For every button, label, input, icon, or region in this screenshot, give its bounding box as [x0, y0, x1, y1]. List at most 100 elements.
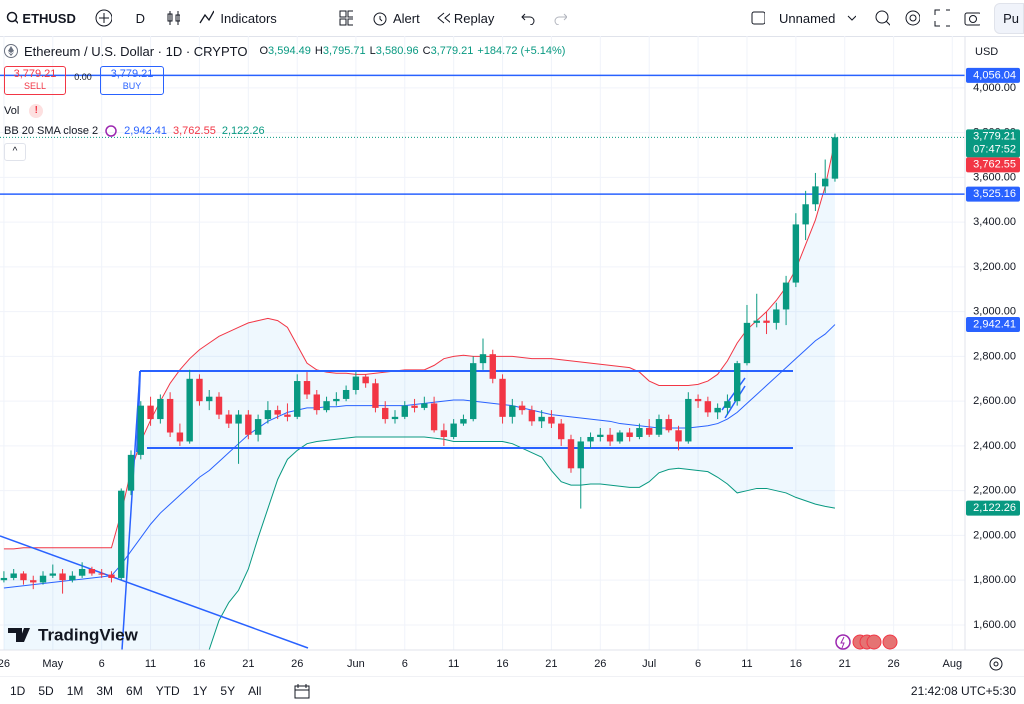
candle-body — [0, 577, 8, 581]
collapse-legend[interactable]: ^ — [4, 143, 26, 161]
y-tick-label: 1,800.00 — [973, 574, 1016, 586]
candle-body — [411, 405, 418, 408]
range-button[interactable]: 6M — [126, 684, 143, 698]
change: +184.72 (+5.14%) — [477, 45, 566, 57]
y-tick-label: 3,600.00 — [973, 171, 1016, 183]
candle-body — [509, 405, 516, 417]
candle-body — [773, 309, 780, 323]
templates[interactable] — [339, 10, 353, 26]
candle-body — [782, 282, 790, 310]
band-lower — [208, 436, 836, 650]
bb-icon — [105, 125, 117, 137]
x-tick-label: May — [42, 658, 63, 670]
buy-button[interactable]: 3,779.21 BUY — [100, 66, 164, 95]
candle-body — [342, 389, 350, 399]
candle-body — [645, 428, 653, 435]
candle-body — [215, 396, 223, 415]
candle-body — [763, 320, 770, 323]
bb-lower: 2,122.26 — [221, 125, 265, 137]
range-button[interactable]: 3M — [96, 684, 114, 698]
band-fill — [3, 141, 835, 650]
range-button[interactable]: 5Y — [220, 684, 236, 698]
candle-body — [284, 414, 291, 417]
price-tag — [966, 186, 1020, 202]
layout-name[interactable]: Unnamed — [778, 10, 836, 26]
candle-body — [108, 574, 115, 578]
bollinger-bands — [3, 140, 836, 650]
candle-body — [597, 434, 604, 437]
candle-body — [665, 419, 672, 431]
candle-body — [118, 490, 125, 578]
axis-settings[interactable] — [989, 657, 1003, 671]
candle-body — [235, 414, 242, 424]
event-icons[interactable] — [835, 634, 898, 650]
candle-body — [694, 398, 702, 402]
candle-body — [518, 405, 526, 411]
range-button[interactable]: 1D — [10, 684, 26, 698]
candle-body — [206, 396, 213, 402]
x-tick-label: Jun — [347, 658, 365, 670]
y-tick-label: 2,400.00 — [973, 440, 1016, 452]
price-tag — [966, 317, 1020, 333]
range-button[interactable]: 5D — [38, 684, 54, 698]
trend-line[interactable] — [121, 370, 141, 650]
vol-label: Vol — [4, 105, 20, 117]
candle-body — [147, 405, 154, 420]
publish[interactable]: Pu — [994, 2, 1024, 34]
vol-warning[interactable]: ! — [29, 104, 44, 118]
ohlc-key: C — [422, 45, 431, 57]
range-button[interactable]: YTD — [155, 684, 180, 698]
candle-body — [421, 403, 428, 408]
y-tick-label: 1,600.00 — [973, 619, 1016, 631]
undo[interactable] — [520, 11, 535, 25]
replay-icon — [436, 12, 450, 24]
snapshot[interactable] — [964, 9, 981, 27]
candle-body — [821, 178, 829, 187]
indicators[interactable]: Indicators — [220, 10, 277, 26]
ohlc-key: O — [259, 45, 269, 57]
sell-button[interactable]: 3,779.21 SELL — [4, 66, 66, 95]
dropdown[interactable] — [847, 14, 857, 22]
ohlc-value: 3,795.71 — [322, 45, 366, 57]
candle-body — [743, 322, 751, 364]
ohlc-value: 3,594.49 — [268, 45, 311, 57]
spread: 0.00 — [74, 72, 92, 82]
x-tick-label: 11 — [741, 658, 752, 670]
x-tick-label: 11 — [145, 658, 156, 670]
settings[interactable] — [904, 9, 921, 27]
symbol[interactable]: ETHUSD — [22, 10, 76, 26]
layout-checkbox[interactable] — [751, 10, 765, 26]
range-button[interactable]: 1Y — [192, 684, 208, 698]
redo[interactable] — [553, 11, 567, 25]
interval[interactable]: D — [135, 10, 146, 26]
watermark: TradingView — [8, 625, 139, 644]
candle-body — [685, 398, 692, 442]
date-range[interactable] — [294, 683, 310, 699]
y-tick-label: 3,200.00 — [973, 261, 1016, 273]
quick-search[interactable] — [874, 9, 891, 27]
x-tick-label: Aug — [943, 658, 963, 670]
ohlc: O3,594.49 H3,795.71 L3,580.96 C3,779.21 — [259, 45, 473, 57]
add-symbol[interactable] — [94, 8, 112, 28]
range-button[interactable]: 1M — [66, 684, 84, 698]
x-tick-label: 26 — [888, 658, 900, 670]
time-axis: 26 May 6 11 16 21 26 Jun 6 11 16 21 26 Jul 6 11 16 21 26 Au… — [0, 658, 962, 670]
trend-line[interactable] — [0, 535, 309, 649]
alert[interactable]: Alert — [392, 10, 420, 26]
range-button[interactable]: All — [248, 684, 262, 698]
sell-price: 3,779.21 — [13, 68, 57, 80]
currency[interactable]: USD — [975, 46, 999, 58]
replay[interactable]: Replay — [453, 10, 495, 26]
x-tick-label: 6 — [695, 658, 701, 670]
chart-type[interactable] — [166, 9, 181, 27]
candle-body — [333, 398, 340, 402]
x-tick-label: 6 — [402, 658, 408, 670]
ohlc-key: H — [314, 45, 323, 57]
price-tag — [966, 157, 1020, 173]
x-tick-label: 26 — [291, 658, 303, 670]
ohlc-value: 3,580.96 — [375, 45, 419, 57]
trend-line[interactable] — [724, 385, 746, 419]
fullscreen[interactable] — [934, 9, 951, 27]
candle-body — [655, 419, 663, 435]
candle-body — [372, 383, 379, 408]
